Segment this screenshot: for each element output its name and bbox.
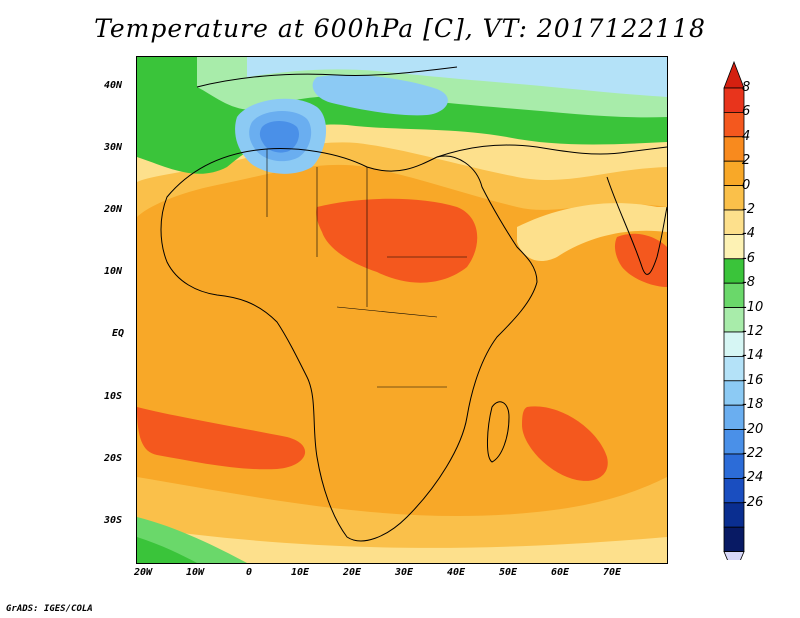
- colorbar-label: -26: [742, 494, 764, 510]
- lat-label-20n: 20N: [104, 204, 123, 215]
- colorbar-swatch: [723, 136, 745, 162]
- colorbar: [723, 60, 745, 560]
- colorbar-swatch: [723, 307, 745, 333]
- lat-label-10s: 10S: [104, 391, 123, 402]
- colorbar-label: 4: [742, 128, 751, 144]
- colorbar-label: 8: [742, 80, 751, 95]
- colorbar-swatch: [723, 160, 745, 186]
- africa-coastline: [160, 148, 538, 542]
- country-borders: [266, 149, 467, 388]
- lat-label-eq: EQ: [112, 328, 125, 339]
- colorbar-label: -12: [742, 324, 764, 339]
- lon-label-10e: 10E: [291, 567, 310, 578]
- south-atlantic-hot-region: [137, 407, 306, 470]
- colorbar-swatch: [723, 185, 745, 211]
- lon-label-60e: 60E: [551, 567, 570, 578]
- lat-label-10n: 10N: [104, 266, 123, 277]
- colorbar-swatch: [723, 331, 745, 357]
- chart-title: Temperature at 600hPa [C], VT: 201712211…: [94, 14, 706, 43]
- lat-label-40n: 40N: [104, 80, 123, 91]
- lat-label-30n: 30N: [104, 142, 123, 153]
- north-pale-blue-band: [247, 57, 667, 97]
- colorbar-swatch: [723, 233, 745, 260]
- colorbar-label: -14: [742, 348, 764, 364]
- colorbar-swatch: [723, 477, 745, 504]
- lon-label-70e: 70E: [603, 567, 622, 578]
- colorbar-swatch: [723, 404, 745, 431]
- colorbar-swatch: [723, 112, 745, 138]
- colorbar-swatch: [723, 209, 745, 235]
- colorbar-swatch: [723, 526, 745, 553]
- india-hot-region: [614, 233, 667, 287]
- india-coastline: [606, 176, 667, 275]
- colorbar-swatch: [723, 87, 745, 113]
- lon-label-40e: 40E: [447, 567, 466, 578]
- lat-label-20s: 20S: [104, 453, 123, 464]
- colorbar-label: -4: [742, 226, 755, 242]
- colorbar-swatch: [723, 429, 745, 455]
- colorbar-bottom-arrow: [723, 551, 745, 560]
- lon-label-0: 0: [246, 567, 253, 578]
- colorbar-swatch: [723, 453, 745, 479]
- colorbar-label: -18: [742, 397, 764, 413]
- colorbar-label: -2: [742, 202, 755, 217]
- lon-label-20w: 20W: [134, 567, 153, 578]
- colorbar-top-arrow: [723, 60, 745, 89]
- temperature-map: [137, 57, 667, 563]
- colorbar-label: -22: [742, 446, 764, 461]
- colorbar-swatch: [723, 355, 745, 382]
- middle-east-coastline: [436, 144, 667, 158]
- colorbar-label: -24: [742, 470, 764, 486]
- colorbar-label: -16: [742, 372, 764, 388]
- southern-mild-band: [137, 477, 667, 563]
- med-cold-patch: [312, 74, 448, 116]
- colorbar-label: -8: [742, 275, 755, 291]
- colorbar-swatch: [723, 502, 745, 528]
- indian-ocean-hot-region: [522, 406, 608, 481]
- southern-cool-band: [137, 527, 667, 563]
- lon-label-20e: 20E: [343, 567, 362, 578]
- colorbar-label: 6: [742, 104, 751, 120]
- colorbar-swatch: [723, 282, 745, 308]
- cold-core-inner: [259, 121, 300, 153]
- colorbar-label: -6: [742, 250, 755, 266]
- colorbar-label: 2: [742, 153, 751, 169]
- europe-coastline: [196, 66, 458, 88]
- lat-label-30s: 30S: [104, 515, 123, 526]
- southern-dark-green-patch: [137, 537, 197, 563]
- colorbar-swatch: [723, 380, 745, 406]
- lon-label-30e: 30E: [395, 567, 414, 578]
- madagascar-coastline: [487, 401, 510, 463]
- lon-label-50e: 50E: [499, 567, 518, 578]
- arabian-cool-band: [517, 203, 667, 262]
- colorbar-label: -20: [742, 421, 764, 437]
- colorbar-swatch: [723, 258, 745, 284]
- colorbar-label: 0: [742, 177, 751, 193]
- credit-text: GrADS: IGES/COLA: [6, 604, 93, 614]
- sudan-hot-region: [316, 198, 478, 283]
- map-frame: [136, 56, 668, 564]
- lon-label-10w: 10W: [186, 567, 205, 578]
- colorbar-label: -10: [742, 299, 764, 315]
